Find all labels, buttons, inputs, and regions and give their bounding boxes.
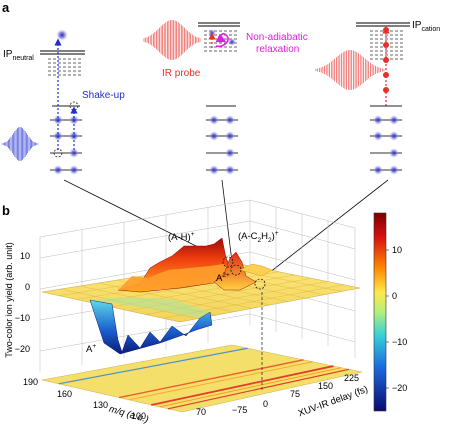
- ir-pulse-right: [315, 50, 385, 90]
- ejected-electron-left: [56, 29, 68, 41]
- surface-plot: [41, 237, 361, 355]
- z-tick: 0: [25, 282, 30, 292]
- mq-tick: 160: [57, 389, 72, 399]
- label-a-minus-h: (A-H)+: [168, 231, 195, 243]
- z-ticks: 10 0 −10 −20: [15, 251, 30, 354]
- delay-tick: 150: [318, 381, 333, 391]
- heatmap-floor: [41, 344, 363, 413]
- ip-neutral-label: IPneutral: [3, 49, 34, 62]
- colorbar-tick: −10: [392, 337, 407, 347]
- panel-a-label: a: [2, 0, 10, 15]
- ir-probe-pulse: [143, 20, 201, 60]
- delay-tick: 225: [344, 373, 359, 383]
- colorbar-gradient: [373, 212, 387, 412]
- marker-circle-1: [222, 256, 234, 268]
- continuum-dashes-left: [48, 58, 82, 76]
- delay-tick: 75: [290, 389, 300, 399]
- non-adiabatic-label-1: Non-adiabatic: [246, 32, 308, 43]
- y-axis-label: Two-color ion yield (arb. unit): [4, 242, 14, 358]
- orbital-levels-left: [50, 101, 82, 175]
- shake-up-label: Shake-up: [82, 90, 125, 101]
- delay-tick: −75: [232, 405, 247, 415]
- colorbar: 10 0 −10 −20: [373, 212, 407, 412]
- mq-axis-label: m/q (a.u.): [108, 404, 150, 426]
- delay-tick: 0: [263, 399, 268, 409]
- panel-b-label: b: [2, 203, 10, 218]
- orbital-levels-right: [370, 115, 402, 175]
- neutral-diagram: IPneutral Shake-up: [1, 29, 125, 175]
- label-a2-plus: A2+: [216, 272, 230, 284]
- mq-tick: 100: [131, 411, 146, 421]
- a-plus-depletion: [89, 299, 213, 355]
- marker-circle-3: [254, 278, 266, 290]
- cation-diagram: IPcation: [315, 20, 440, 175]
- z-tick: 10: [20, 251, 30, 261]
- mq-tick: 190: [23, 377, 38, 387]
- xuv-pulse: [1, 127, 39, 161]
- marker-circle-2: [230, 264, 242, 276]
- ir-probe-label: IR probe: [162, 68, 201, 79]
- relaxation-arrow: [215, 33, 229, 48]
- label-a-plus: A+: [86, 343, 96, 355]
- z-tick: −10: [15, 313, 30, 323]
- delay-axis-label: XUV-IR delay (fs): [297, 384, 370, 419]
- a-minus-c2h2-peak: [239, 263, 273, 277]
- relaxation-diagram: IR probe Non-adiabatic relaxation: [143, 20, 308, 175]
- colorbar-tick: 10: [392, 245, 402, 255]
- mq-tick: 130: [93, 400, 108, 410]
- orbital-levels-middle: [206, 115, 238, 175]
- z-tick: −20: [15, 344, 30, 354]
- colorbar-tick: 0: [392, 291, 397, 301]
- mq-tick: 70: [196, 407, 206, 417]
- non-adiabatic-label-2: relaxation: [256, 44, 299, 55]
- ip-cation-label: IPcation: [412, 20, 440, 33]
- label-a-minus-c2h2: (A-C2H2)+: [238, 230, 279, 244]
- colorbar-tick: −20: [392, 383, 407, 393]
